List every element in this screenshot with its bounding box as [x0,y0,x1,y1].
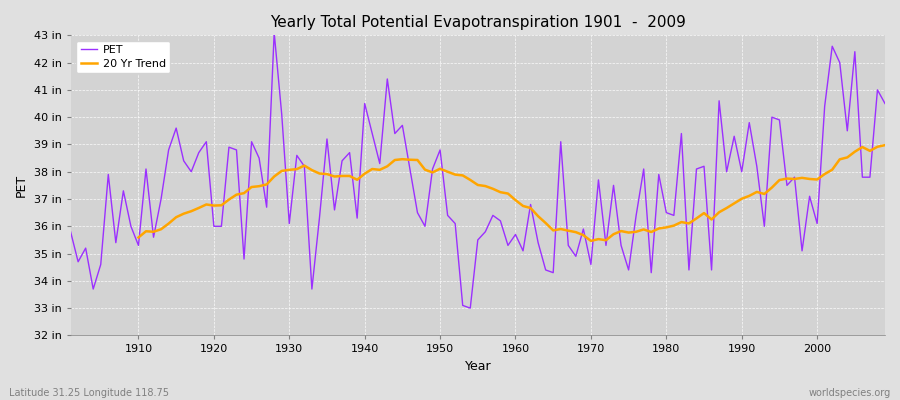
PET [526,202,536,207]
PET [518,248,528,253]
PET [465,306,476,310]
20 Yr Trend [827,167,838,172]
20 Yr Trend [879,143,890,148]
20 Yr Trend [133,235,144,240]
Title: Yearly Total Potential Evapotranspiration 1901  -  2009: Yearly Total Potential Evapotranspiratio… [270,15,686,30]
20 Yr Trend [578,233,589,238]
20 Yr Trend [518,204,528,208]
Text: worldspecies.org: worldspecies.org [809,388,891,398]
X-axis label: Year: Year [464,360,491,373]
Y-axis label: PET: PET [15,174,28,197]
PET [65,229,76,234]
20 Yr Trend [307,168,318,172]
PET [616,243,626,248]
PET [879,101,890,106]
PET [269,30,280,35]
Line: 20 Yr Trend: 20 Yr Trend [139,145,885,241]
20 Yr Trend [276,168,287,173]
PET [299,164,310,169]
20 Yr Trend [850,149,860,154]
PET [344,150,355,155]
20 Yr Trend [586,238,597,243]
Legend: PET, 20 Yr Trend: PET, 20 Yr Trend [76,41,170,73]
Line: PET: PET [70,33,885,308]
PET [125,224,136,229]
Text: Latitude 31.25 Longitude 118.75: Latitude 31.25 Longitude 118.75 [9,388,169,398]
